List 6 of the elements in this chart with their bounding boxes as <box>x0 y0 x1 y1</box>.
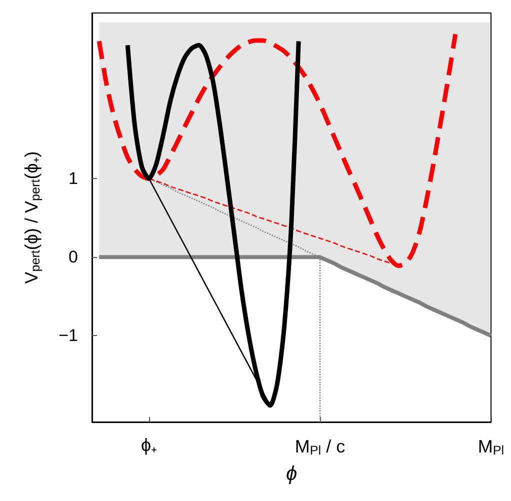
y-tick-label: −1 <box>58 326 78 346</box>
y-tick-label: 1 <box>68 169 78 188</box>
x-tick-label: ϕ₊ <box>140 435 158 455</box>
y-axis-title: Vpert(ϕ) / Vpert(ϕ₊) <box>21 151 42 284</box>
y-tick-label: 0 <box>68 248 78 267</box>
x-axis-title: ϕ <box>286 463 298 485</box>
